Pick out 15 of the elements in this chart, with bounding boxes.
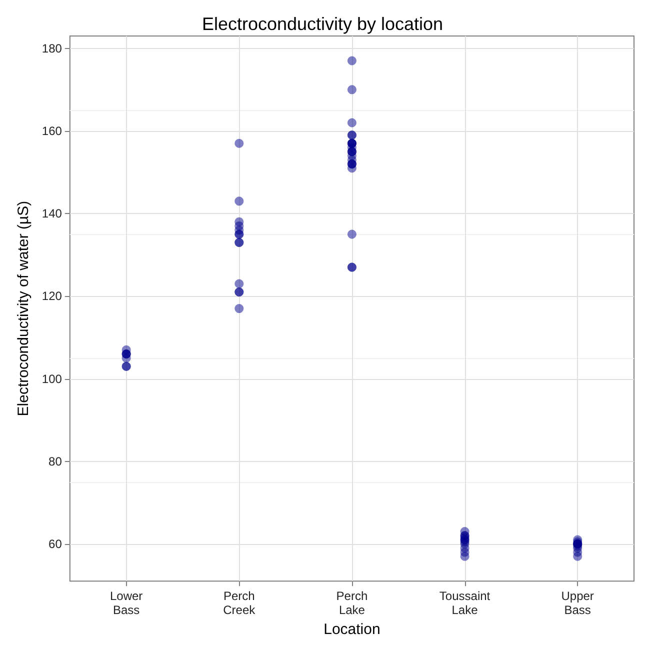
chart-title: Electroconductivity by location	[202, 14, 444, 34]
y-tick-label: 120	[42, 289, 62, 304]
y-tick-label: 140	[42, 206, 62, 221]
x-tick-label: Perch Lake	[336, 589, 368, 618]
x-tick-label: Toussaint Lake	[439, 589, 491, 618]
x-tick-label: Perch Creek	[223, 589, 256, 618]
y-tick-label: 80	[48, 454, 62, 468]
y-tick-label: 180	[42, 41, 62, 56]
y-tick-label: 100	[42, 372, 62, 386]
y-axis-title: Electroconductivity of water (µS)	[15, 200, 32, 416]
x-tick-label: Upper Bass	[561, 589, 594, 618]
x-tick-label: Lower Bass	[110, 589, 143, 618]
y-tick-label: 60	[48, 536, 62, 551]
x-axis-title: Location	[324, 621, 380, 638]
y-tick-label: 160	[42, 124, 62, 138]
